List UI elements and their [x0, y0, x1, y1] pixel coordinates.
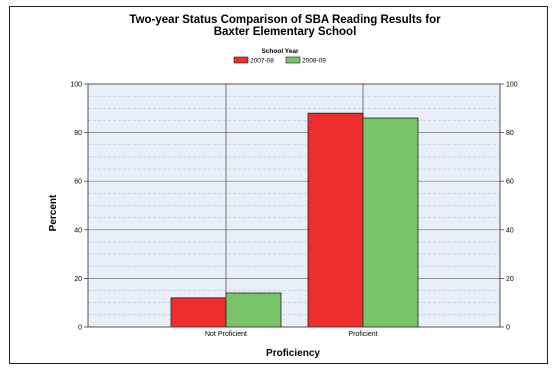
chart-title-line1: Two-year Status Comparison of SBA Readin…	[129, 14, 441, 26]
bar-2008-09-proficient	[362, 117, 419, 328]
bar-2007-08-proficient	[307, 112, 364, 328]
y-tick-label-left: 100	[70, 82, 82, 89]
chart-title-line2: Baxter Elementary School	[214, 26, 357, 38]
plot-area: 0 0 20 20 40 40 60 60 80 80 100 100 Not Proficient Pr…	[70, 82, 517, 339]
y-tick-label-left: 60	[74, 179, 82, 186]
y-tick-label-left: 0	[78, 325, 82, 332]
y-tick-label-right: 60	[506, 179, 514, 186]
plot-border	[87, 83, 501, 328]
legend-title: School Year	[261, 48, 299, 55]
x-tick-label: Not Proficient	[205, 331, 247, 338]
x-axis-label: Proficiency	[266, 348, 320, 359]
y-tick-label-left: 80	[74, 130, 82, 137]
y-tick-label-right: 100	[506, 82, 518, 89]
legend: 2007-08 2008-09	[233, 56, 326, 65]
y-tick-label-left: 20	[74, 276, 82, 283]
y-axis-label: Percent	[48, 194, 59, 231]
y-tick-label-left: 40	[74, 227, 82, 234]
bar-2007-08-not-proficient	[170, 297, 227, 328]
legend-swatch-2007-08	[233, 56, 249, 64]
bar-2008-09-not-proficient	[225, 292, 282, 328]
x-tick-label: Proficient	[348, 331, 377, 338]
legend-swatch-2008-09	[285, 56, 301, 64]
y-tick-label-right: 40	[506, 227, 514, 234]
y-tick-label-right: 20	[506, 276, 514, 283]
y-tick-label-right: 80	[506, 130, 514, 137]
legend-label-2008-09: 2008-09	[302, 58, 326, 65]
legend-label-2007-08: 2007-08	[250, 58, 274, 65]
y-tick-label-right: 0	[506, 325, 510, 332]
